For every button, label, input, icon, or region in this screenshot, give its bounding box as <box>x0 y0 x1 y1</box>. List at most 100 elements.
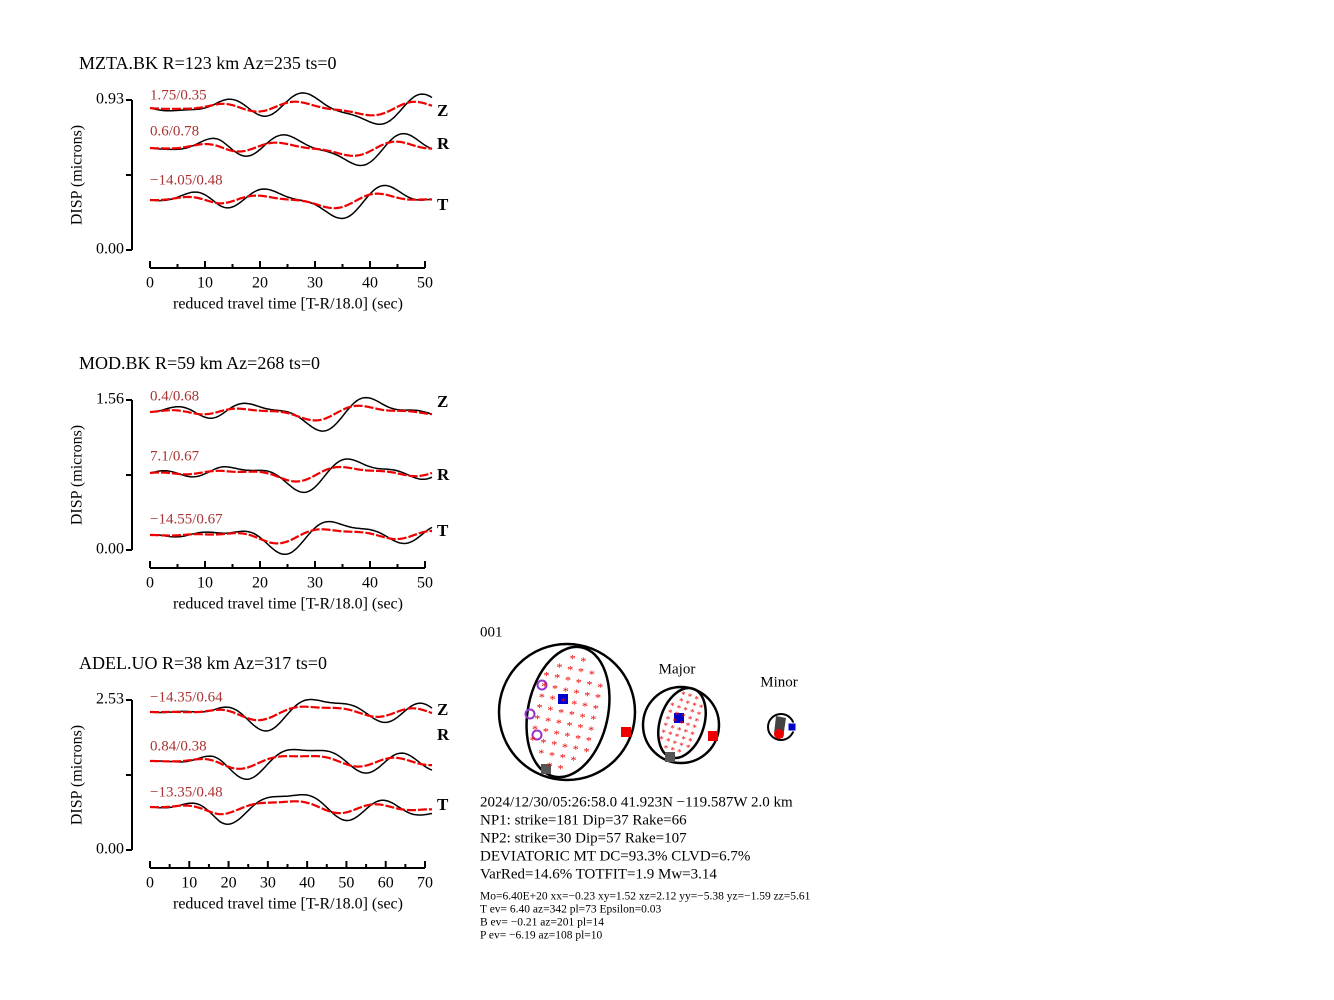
polarity-star: * <box>683 705 688 715</box>
fit-label: 0.84/0.38 <box>150 738 207 754</box>
polarity-star: * <box>664 721 669 731</box>
polarity-star: * <box>590 712 596 726</box>
panel-title: MZTA.BK R=123 km Az=235 ts=0 <box>79 53 337 73</box>
fit-label: 0.6/0.78 <box>150 123 199 139</box>
solution-line: VarRed=14.6% TOTFIT=1.9 Mw=3.14 <box>480 866 717 882</box>
polarity-star: * <box>549 748 555 762</box>
y-axis-label: DISP (microns) <box>69 125 86 225</box>
polarity-star: * <box>677 725 682 735</box>
polarity-star: * <box>578 665 584 679</box>
synthetic-waveform <box>149 465 433 483</box>
polarity-star: * <box>560 751 566 765</box>
fit-label: −14.55/0.67 <box>150 511 223 527</box>
fit-label: 1.75/0.35 <box>150 87 207 103</box>
x-tick-label: 50 <box>338 875 354 892</box>
polarity-star: * <box>670 701 675 711</box>
y-axis-label: DISP (microns) <box>69 725 86 825</box>
polarity-star: * <box>550 692 556 706</box>
solution-line: 2024/12/30/05:26:58.0 41.923N −119.587W … <box>480 794 793 810</box>
major-label: Major <box>659 661 696 677</box>
component-label: T <box>437 195 449 214</box>
y-axis-label: DISP (microns) <box>69 425 86 525</box>
x-tick-label: 10 <box>197 575 213 592</box>
panel-title: ADEL.UO R=38 km Az=317 ts=0 <box>79 653 327 673</box>
polarity-star: * <box>565 673 571 687</box>
polarity-star: * <box>690 708 695 718</box>
polarity-star: * <box>677 748 682 758</box>
component-label: Z <box>437 101 448 120</box>
synthetic-waveform <box>149 404 433 422</box>
synthetic-waveform <box>149 192 433 210</box>
polarity-star: * <box>577 721 583 735</box>
observed-waveform <box>149 184 433 220</box>
polarity-star: * <box>681 734 686 744</box>
component-label: R <box>437 134 450 153</box>
polarity-star: * <box>681 690 686 700</box>
polarity-star: * <box>670 723 675 733</box>
synthetic-waveform <box>149 140 433 157</box>
observed-waveform <box>149 520 433 556</box>
polarity-star: * <box>562 740 568 754</box>
polarity-star: * <box>586 734 592 748</box>
polarity-star: * <box>677 703 682 713</box>
y-tick-label: 0.00 <box>96 541 124 558</box>
polarity-star: * <box>554 671 560 685</box>
x-tick-label: 40 <box>362 275 378 292</box>
polarity-star: * <box>686 699 691 709</box>
polarity-star: * <box>659 734 664 744</box>
component-label: Z <box>437 700 448 719</box>
x-tick-label: 70 <box>417 875 433 892</box>
polarity-star: * <box>661 728 666 738</box>
polarity-star: * <box>692 723 697 733</box>
synthetic-waveform <box>150 755 432 770</box>
polarity-star: * <box>694 694 699 704</box>
polarity-star: * <box>541 679 547 693</box>
polarity-star: * <box>668 708 673 718</box>
polarity-star: * <box>675 732 680 742</box>
polarity-star: * <box>584 744 590 758</box>
fit-label: −14.35/0.64 <box>150 689 223 705</box>
polarity-star: * <box>563 684 569 698</box>
polarity-star: * <box>666 714 671 724</box>
polarity-star: * <box>560 695 566 709</box>
synthetic-waveform <box>149 800 432 816</box>
x-tick-label: 20 <box>221 875 237 892</box>
panel-title: MOD.BK R=59 km Az=268 ts=0 <box>79 353 320 373</box>
polarity-star: * <box>679 719 684 729</box>
fit-label: −14.05/0.48 <box>150 172 223 188</box>
polarity-star: * <box>587 678 593 692</box>
minor-label: Minor <box>760 674 798 690</box>
polarity-star: * <box>697 710 702 720</box>
polarity-star: * <box>545 714 551 728</box>
polarity-star: * <box>547 703 553 717</box>
x-tick-label: 40 <box>362 575 378 592</box>
polarity-star: * <box>558 705 564 719</box>
observed-waveform <box>149 92 433 125</box>
synthetic-waveform <box>150 528 432 545</box>
x-tick-label: 0 <box>146 875 154 892</box>
polarity-star: * <box>668 730 673 740</box>
polarity-star: * <box>679 741 684 751</box>
polarity-star: * <box>534 711 540 725</box>
polarity-star: * <box>573 686 579 700</box>
x-tick-label: 10 <box>197 275 213 292</box>
polarity-star: * <box>688 692 693 702</box>
polarity-star: * <box>564 729 570 743</box>
polarity-star: * <box>595 691 601 705</box>
x-tick-label: 40 <box>299 875 315 892</box>
polarity-star: * <box>571 697 577 711</box>
component-label: Z <box>437 392 448 411</box>
polarity-star: * <box>593 701 599 715</box>
polarity-star: * <box>664 743 669 753</box>
polarity-star: * <box>532 722 538 736</box>
fit-label: 0.4/0.68 <box>150 388 199 404</box>
polarity-star: * <box>688 714 693 724</box>
beachball-minor <box>767 713 797 741</box>
x-tick-label: 20 <box>252 575 268 592</box>
component-label: R <box>437 465 450 484</box>
component-label: T <box>437 521 449 540</box>
y-tick-label: 0.93 <box>96 91 124 108</box>
observed-waveform <box>149 793 433 825</box>
mechanism-id: 001 <box>480 624 503 640</box>
polarity-star: * <box>686 721 691 731</box>
